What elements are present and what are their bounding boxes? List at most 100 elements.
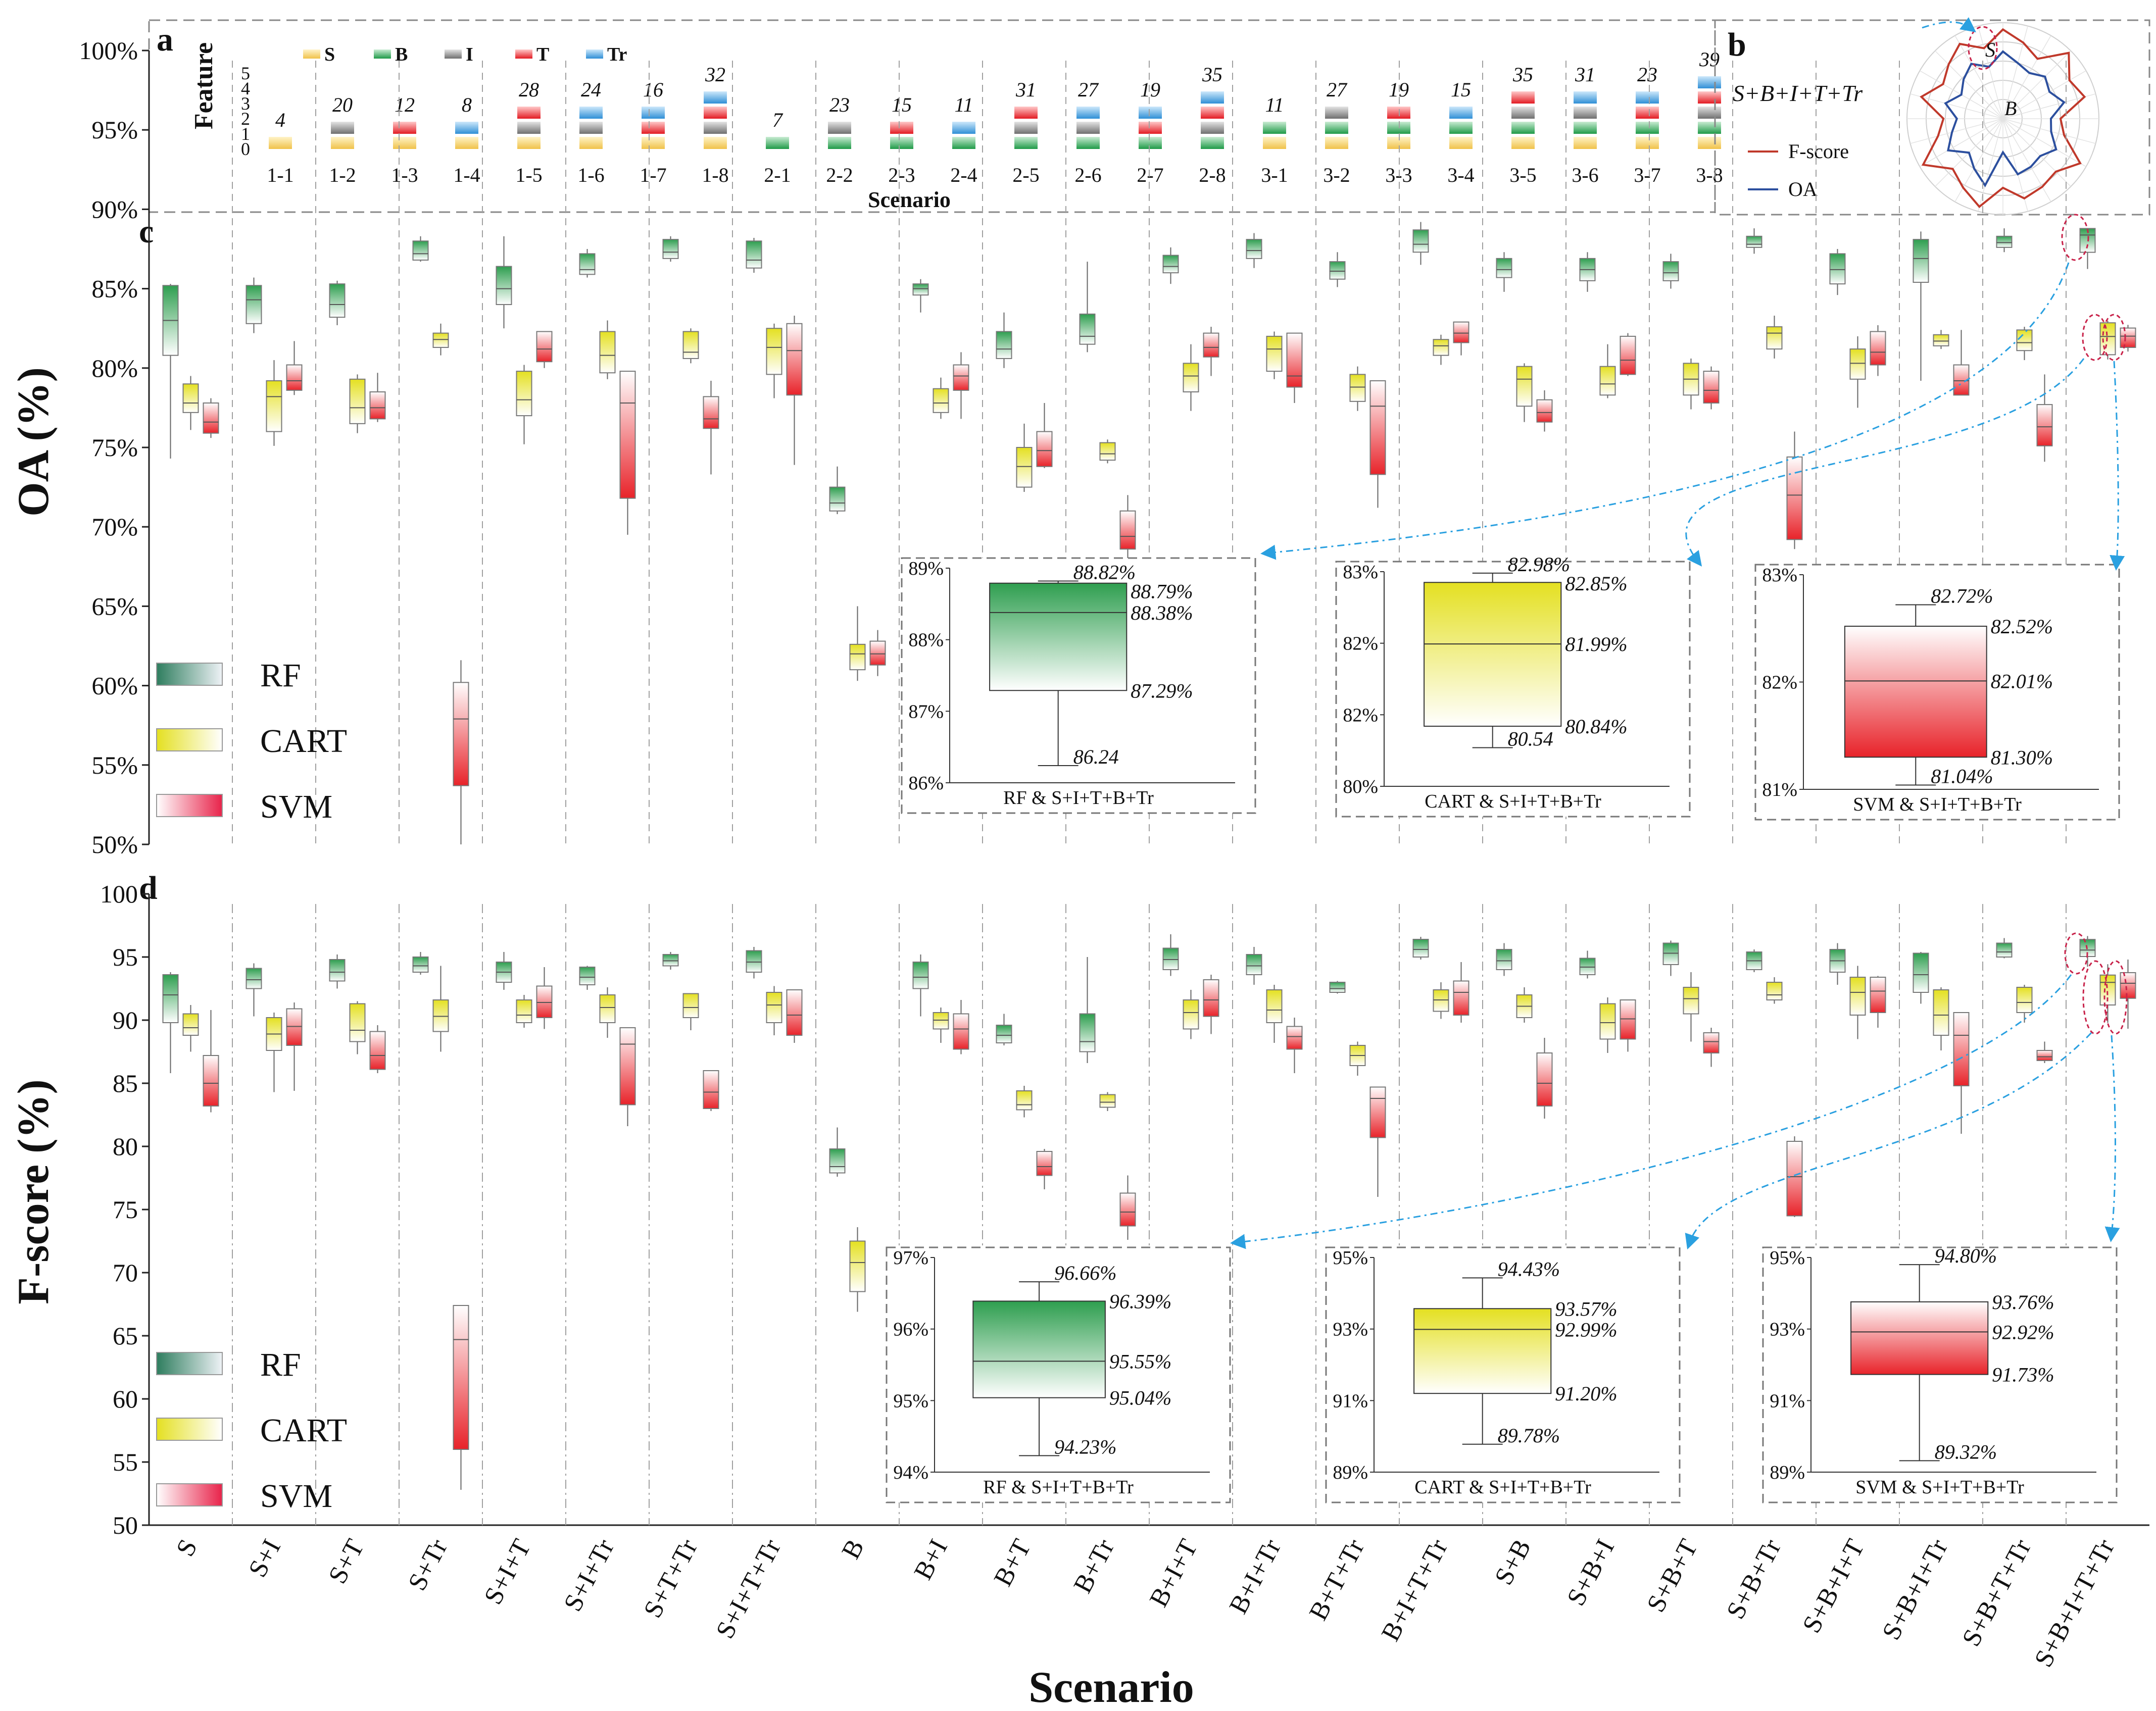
box-svm-S+B+Tr bbox=[1786, 456, 1803, 540]
feature-bar-3-5-T bbox=[1511, 91, 1535, 104]
legend-swatch-rf bbox=[156, 1352, 223, 1375]
box-cart-S+B+I+T bbox=[1849, 977, 1866, 1016]
legend-label-rf: RF bbox=[260, 657, 301, 694]
box-rf-B+I bbox=[912, 962, 929, 989]
inset-tick-label: 88% bbox=[908, 630, 944, 651]
box-svm-B bbox=[869, 640, 886, 666]
box-svm-S+I+T+Tr bbox=[786, 323, 803, 396]
connector-arrow bbox=[1685, 358, 2085, 567]
box-cart-S+B bbox=[1516, 366, 1533, 407]
box-cart-S+B+Tr bbox=[1766, 982, 1783, 1000]
inset-tick-label: 80% bbox=[1343, 776, 1378, 797]
feature-bar-1-8-Tr bbox=[704, 91, 727, 104]
y-tick-label: 80% bbox=[91, 354, 138, 382]
box-svm-S+I+T bbox=[536, 985, 553, 1018]
scenario-code: 2-1 bbox=[764, 164, 791, 186]
legend-swatch-cart bbox=[156, 1418, 223, 1441]
feature-count: 12 bbox=[395, 93, 415, 116]
feature-bar-3-1-B bbox=[1263, 122, 1286, 134]
y-tick-label: 100% bbox=[79, 36, 138, 65]
scenario-label: B+Tr bbox=[1068, 1535, 1120, 1598]
inset-box bbox=[1850, 1301, 1989, 1375]
inset-value-note: 94.43% bbox=[1498, 1257, 1560, 1280]
feature-bar-2-8-Tr bbox=[1201, 91, 1224, 104]
box-rf-S+B bbox=[1496, 258, 1512, 278]
scenario-label: S+T bbox=[323, 1535, 370, 1588]
scenario-label: S bbox=[171, 1535, 203, 1561]
feature-count: 11 bbox=[954, 93, 973, 116]
box-rf-B+I+Tr bbox=[1246, 239, 1262, 259]
radar-series-f-score bbox=[1920, 28, 2086, 209]
box-svm-S+T+Tr bbox=[703, 396, 719, 429]
legend-swatch-T bbox=[515, 49, 532, 59]
radar-spoke bbox=[2002, 118, 2071, 187]
box-svm-S+T bbox=[369, 1031, 386, 1070]
inset-tick-label: 91% bbox=[1770, 1390, 1805, 1412]
feature-count: 35 bbox=[1512, 63, 1533, 86]
feature-bar-2-1-B bbox=[766, 137, 789, 149]
inset-value-note: 96.39% bbox=[1109, 1290, 1171, 1313]
scenario-code: 1-6 bbox=[577, 164, 604, 186]
feature-bar-3-2-I bbox=[1325, 107, 1348, 119]
inset-value-note: 82.72% bbox=[1931, 585, 1993, 608]
box-rf-S+B+T+Tr bbox=[1996, 235, 2013, 248]
inset-value-note: 94.23% bbox=[1054, 1435, 1116, 1458]
box-svm-B+T+Tr bbox=[1369, 380, 1386, 475]
box-cart-S+I+T+Tr bbox=[766, 992, 782, 1023]
box-svm-S+I bbox=[286, 1008, 303, 1046]
feature-bar-3-4-Tr bbox=[1449, 107, 1473, 119]
y-tick-label: 50 bbox=[113, 1511, 138, 1539]
feature-bar-1-3-T bbox=[393, 122, 416, 134]
box-rf-B bbox=[829, 1148, 846, 1174]
highlight-ellipse bbox=[2082, 314, 2108, 361]
scenario-label: S+T+Tr bbox=[639, 1535, 704, 1623]
scenario-label: S+B bbox=[1489, 1535, 1537, 1590]
box-cart-B+I+Tr bbox=[1266, 335, 1283, 372]
inset-tick-label: 95% bbox=[893, 1390, 928, 1412]
legend-label-Tr: Tr bbox=[607, 44, 627, 65]
scenario-label: S+B+I bbox=[1561, 1535, 1620, 1611]
box-cart-S+I+T bbox=[516, 999, 532, 1023]
inset-caption: RF & S+I+T+B+Tr bbox=[1003, 787, 1154, 809]
box-svm-B+I+Tr bbox=[1286, 1026, 1303, 1050]
feature-bar-3-7-B bbox=[1636, 122, 1659, 134]
feature-bar-3-6-S bbox=[1574, 137, 1597, 149]
feature-bar-1-6-Tr bbox=[579, 107, 603, 119]
feature-bar-1-5-T bbox=[517, 107, 541, 119]
scenario-code: 2-3 bbox=[888, 164, 915, 186]
box-rf-B+I+T+Tr bbox=[1412, 939, 1429, 958]
feature-count: 35 bbox=[1202, 63, 1222, 86]
panel-d-fscore-boxplot: d F-score (%) 50 55 60 65 70 75 80 85 90 95 100 RF… bbox=[9, 870, 2149, 1711]
scenario-code: 3-7 bbox=[1634, 164, 1660, 186]
feature-bar-2-6-B bbox=[1076, 137, 1100, 149]
scenario-code: 1-3 bbox=[391, 164, 418, 186]
inset-caption: CART & S+I+T+B+Tr bbox=[1425, 791, 1601, 812]
feature-bar-1-8-I bbox=[704, 122, 727, 134]
legend-swatch-S bbox=[303, 49, 320, 59]
legend-label-cart: CART bbox=[260, 723, 347, 760]
box-cart-S+T+Tr bbox=[682, 993, 699, 1018]
box-svm-S bbox=[203, 1055, 219, 1106]
inset-tick-label: 81% bbox=[1762, 779, 1797, 800]
highlight-ellipse bbox=[2102, 314, 2126, 361]
scenario-label: B+I+T bbox=[1144, 1535, 1203, 1612]
inset-tick-label: 95% bbox=[1333, 1247, 1368, 1269]
box-svm-B+T bbox=[1036, 431, 1053, 467]
feature-count: 27 bbox=[1078, 78, 1099, 101]
radar-legend-label: F-score bbox=[1788, 140, 1849, 163]
box-rf-B+I+Tr bbox=[1246, 954, 1262, 975]
box-svm-B+I+T+Tr bbox=[1453, 321, 1469, 343]
panel-a-ytick: 2 bbox=[241, 109, 250, 129]
inset-tick-label: 95% bbox=[1770, 1247, 1805, 1269]
legend-label-I: I bbox=[466, 44, 473, 65]
box-rf-S+T+Tr bbox=[662, 239, 679, 259]
inset-tick-label: 82% bbox=[1343, 633, 1378, 655]
scenario-code: 2-4 bbox=[950, 164, 977, 186]
legend-swatch-cart bbox=[156, 728, 223, 751]
box-rf-S+I+T+Tr bbox=[746, 240, 762, 269]
feature-count: 15 bbox=[892, 93, 912, 116]
inset-tick-label: 83% bbox=[1762, 565, 1797, 586]
inset-value-note: 89.32% bbox=[1935, 1440, 1997, 1463]
box-rf-S+B+I+T bbox=[1829, 253, 1846, 285]
